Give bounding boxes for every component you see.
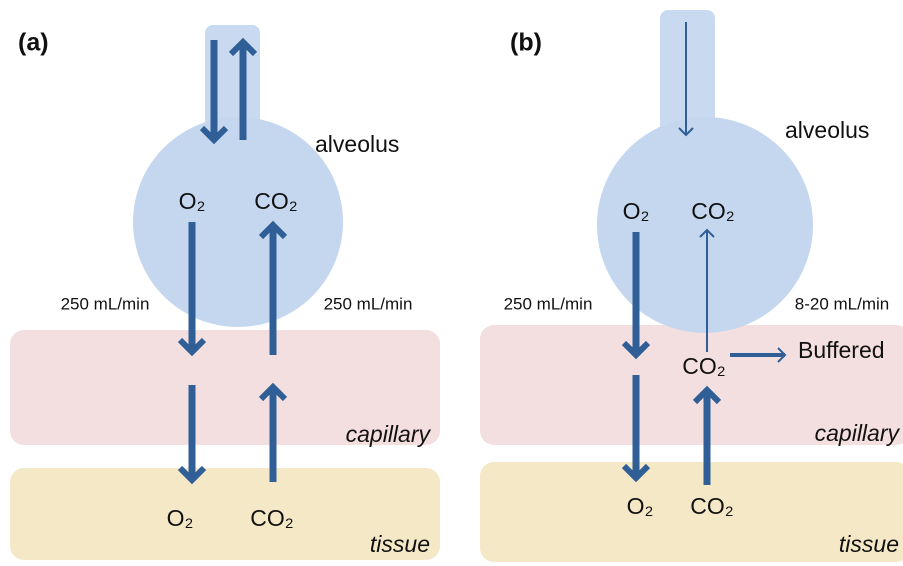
alveolus-shape <box>597 117 813 333</box>
co2-label: CO₂ <box>691 198 734 224</box>
capillary-label: capillary <box>346 421 432 447</box>
panel-a: (a) alveolus O₂ CO₂ 250 mL/min 250 mL/mi… <box>10 25 440 560</box>
co2-label: CO₂ <box>682 353 725 379</box>
panel-label: (b) <box>510 29 542 57</box>
co2-label: CO₂ <box>690 493 733 519</box>
tissue-label: tissue <box>370 531 430 557</box>
o2-label: O₂ <box>627 493 654 519</box>
o2-label: O₂ <box>167 505 194 531</box>
flow-label: 250 mL/min <box>504 294 593 313</box>
co2-label: CO₂ <box>250 505 293 531</box>
flow-label: 250 mL/min <box>61 294 150 313</box>
alveolus-label: alveolus <box>315 131 399 157</box>
flow-label: 250 mL/min <box>324 294 413 313</box>
flow-label: 8-20 mL/min <box>795 294 889 313</box>
co2-label: CO₂ <box>254 188 297 214</box>
o2-label: O₂ <box>623 198 650 224</box>
capillary-label: capillary <box>815 420 901 446</box>
alveolus-label: alveolus <box>785 117 869 143</box>
panel-b: (b) alveolus O₂ CO₂ 250 mL/min 8-20 mL/m… <box>480 10 903 562</box>
panel-label: (a) <box>18 29 49 57</box>
buffered-label: Buffered <box>798 337 885 363</box>
o2-label: O₂ <box>179 188 206 214</box>
alveolus-shape <box>133 117 343 327</box>
tissue-label: tissue <box>839 531 899 557</box>
diagram: (a) alveolus O₂ CO₂ 250 mL/min 250 mL/mi… <box>0 0 903 566</box>
